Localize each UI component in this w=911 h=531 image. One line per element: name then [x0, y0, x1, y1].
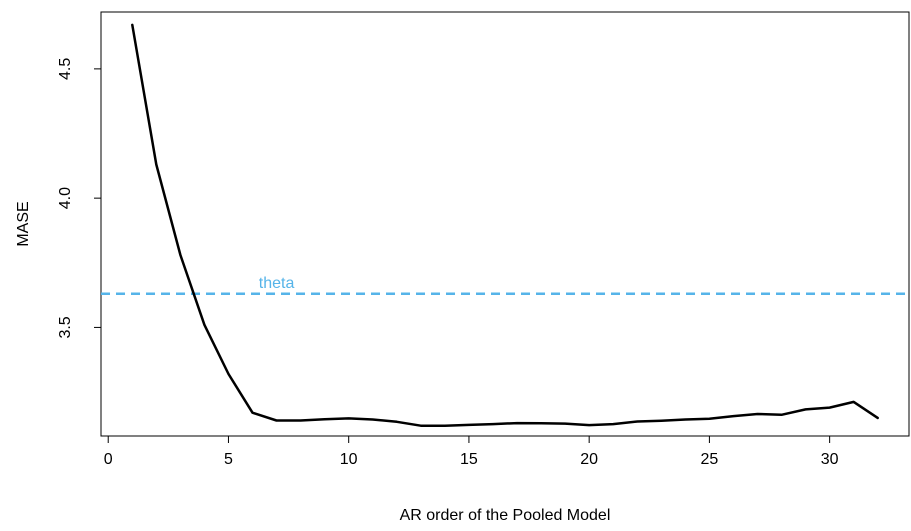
- x-tick-label: 30: [821, 451, 839, 468]
- x-axis-title: AR order of the Pooled Model: [400, 507, 611, 524]
- y-tick-label: 4.5: [57, 58, 74, 80]
- data-point: [275, 419, 278, 422]
- data-point: [804, 408, 807, 410]
- data-point: [853, 401, 855, 403]
- x-tick-label: 0: [104, 451, 113, 468]
- data-point: [299, 419, 302, 422]
- data-point: [468, 424, 470, 426]
- data-point: [444, 425, 446, 427]
- data-point: [564, 422, 566, 425]
- data-point: [612, 423, 614, 425]
- series-layer: [131, 23, 879, 427]
- data-point: [780, 414, 783, 416]
- data-point: [829, 406, 831, 409]
- data-point: [372, 418, 374, 421]
- data-point: [588, 424, 590, 426]
- x-tick-label: 15: [460, 451, 478, 468]
- data-point: [756, 413, 759, 415]
- reference-lines: theta: [101, 275, 909, 296]
- data-point: [708, 418, 711, 420]
- data-point: [516, 422, 518, 424]
- data-point: [660, 420, 662, 422]
- x-tick-label: 20: [580, 451, 598, 468]
- data-point: [251, 412, 254, 414]
- data-point: [227, 373, 230, 375]
- plot-box: [100, 11, 910, 437]
- data-point: [324, 418, 326, 420]
- series-line: [131, 23, 879, 427]
- reference-line-label: theta: [259, 275, 295, 292]
- data-point: [492, 423, 494, 425]
- y-axis: 3.5 4.0 4.5: [57, 58, 102, 339]
- y-axis-title: MASE: [15, 201, 32, 246]
- data-point: [348, 417, 350, 420]
- data-point: [155, 163, 157, 166]
- x-tick-label: 10: [340, 451, 358, 468]
- data-point: [636, 420, 638, 423]
- x-tick-label: 5: [224, 451, 233, 468]
- data-point: [396, 421, 398, 423]
- data-point: [877, 417, 879, 419]
- data-point: [732, 415, 735, 417]
- data-point: [540, 422, 542, 424]
- data-point: [131, 24, 133, 26]
- data-point: [684, 418, 686, 421]
- data-point: [179, 254, 181, 256]
- x-axis: 0 5 10 15 20 25 30: [104, 435, 839, 468]
- data-point: [420, 425, 422, 427]
- data-point: [203, 324, 206, 326]
- y-tick-label: 3.5: [57, 316, 74, 338]
- y-tick-label: 4.0: [57, 187, 74, 209]
- x-tick-label: 25: [701, 451, 719, 468]
